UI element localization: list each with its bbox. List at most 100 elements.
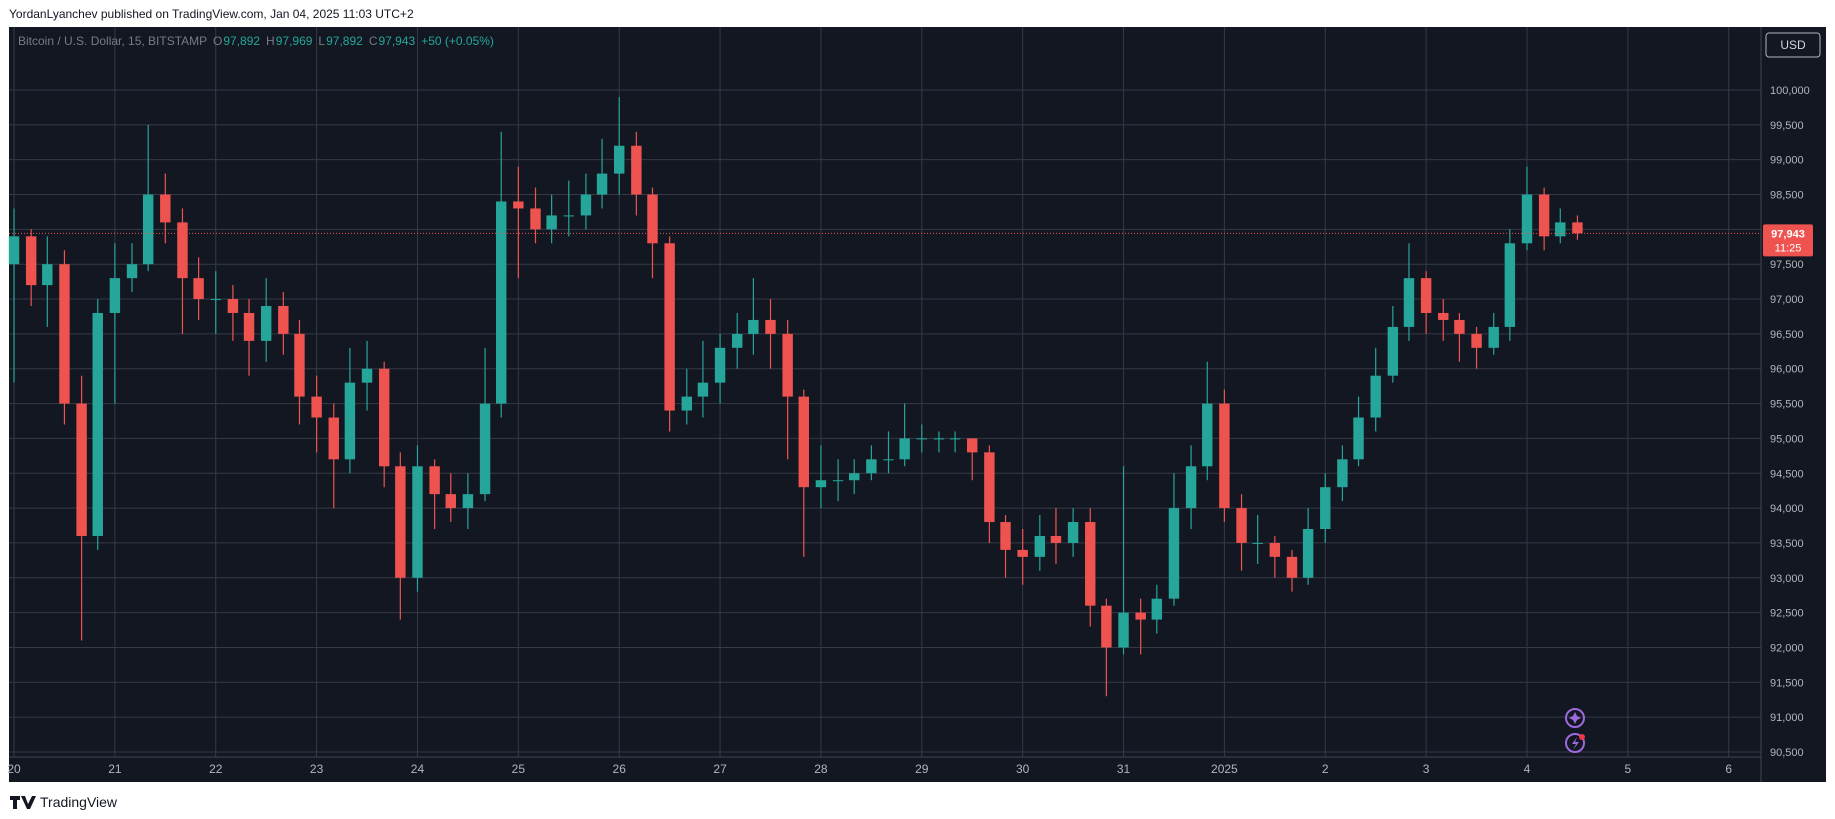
- y-tick-label: 93,000: [1770, 573, 1804, 585]
- candle-body: [294, 333, 305, 397]
- candle-body: [815, 480, 827, 488]
- candle-body: [462, 494, 474, 509]
- candle-body: [1320, 487, 1331, 529]
- candle-body: [59, 264, 70, 404]
- candle-body: [495, 201, 507, 404]
- x-tick-label: 25: [512, 762, 526, 776]
- candle-body: [344, 382, 356, 460]
- candle-body: [378, 368, 390, 467]
- candle-body: [227, 299, 239, 313]
- candle-body: [1135, 612, 1146, 620]
- x-tick-label: 27: [713, 762, 727, 776]
- x-tick-label: 31: [1117, 762, 1131, 776]
- x-tick-label: 2: [1322, 762, 1329, 776]
- candle-body: [1118, 612, 1129, 648]
- icon-dot: [1579, 734, 1585, 740]
- candle-body: [949, 438, 961, 440]
- y-tick-label: 90,500: [1770, 747, 1804, 759]
- candle-body: [429, 466, 440, 495]
- candle-body: [1219, 403, 1230, 509]
- candle-body: [546, 215, 557, 230]
- candle-body: [479, 403, 491, 495]
- y-tick-label: 92,500: [1770, 608, 1804, 620]
- candle-body: [1538, 194, 1550, 237]
- candle-body: [967, 438, 978, 453]
- candle-body: [1202, 403, 1213, 467]
- candle-body: [563, 215, 574, 217]
- candle-body: [613, 145, 625, 174]
- y-tick-label: 94,500: [1770, 468, 1804, 480]
- candle-body: [412, 466, 423, 578]
- candle-body: [798, 396, 810, 488]
- x-tick-label: 3: [1423, 762, 1430, 776]
- candle-body: [748, 319, 759, 334]
- price-change: +50 (+0.05%): [421, 34, 494, 48]
- candle-body: [1572, 222, 1583, 234]
- candle-body: [126, 264, 138, 279]
- y-tick-label: 96,000: [1770, 364, 1804, 376]
- candle-body: [1168, 508, 1180, 599]
- candle-body: [1252, 542, 1263, 544]
- icon[interactable]: [1565, 733, 1585, 753]
- last-price-label: 97,943: [1771, 228, 1805, 240]
- x-tick-label: 28: [814, 762, 828, 776]
- y-tick-label: 91,000: [1770, 712, 1804, 724]
- y-tick-label: 99,500: [1770, 120, 1804, 132]
- y-tick-label: 91,500: [1770, 677, 1804, 689]
- candle-body: [445, 494, 456, 509]
- brand: TradingView: [10, 794, 118, 810]
- candle-body: [765, 319, 776, 334]
- candle-body: [647, 194, 658, 244]
- candle-body: [697, 382, 709, 397]
- y-tick-label: 98,500: [1770, 190, 1804, 202]
- candle-body: [1017, 549, 1028, 557]
- candle-body: [243, 312, 255, 341]
- candle-body: [76, 403, 87, 536]
- x-tick-label: 21: [108, 762, 122, 776]
- chart-panel: [9, 27, 1826, 782]
- brand-logo: [10, 796, 36, 809]
- x-tick-label: 24: [411, 762, 425, 776]
- x-tick-label: 23: [310, 762, 324, 776]
- last-price-tag: [1763, 224, 1813, 257]
- x-tick-label: 29: [915, 762, 929, 776]
- candle-body: [984, 452, 995, 523]
- y-tick-label: 92,000: [1770, 642, 1804, 654]
- ohlc-key: L: [318, 34, 325, 48]
- candle-body: [832, 480, 844, 482]
- candle-body: [278, 306, 289, 334]
- candle-body: [782, 333, 793, 397]
- candle-body: [395, 466, 406, 578]
- candle-body: [1101, 605, 1112, 648]
- candle-body: [1555, 222, 1566, 237]
- icon-bolt: [1572, 737, 1579, 750]
- candle-body: [1236, 508, 1247, 543]
- ohlc-value: 97,969: [276, 34, 313, 48]
- candle-body: [1420, 278, 1432, 313]
- x-tick-label: 30: [1016, 762, 1030, 776]
- candle-body: [1034, 535, 1046, 557]
- candle-body: [1438, 312, 1449, 320]
- currency-button[interactable]: [1765, 32, 1821, 58]
- candle-body: [1050, 535, 1062, 543]
- icon-star: [1569, 712, 1581, 724]
- ohlc-key: C: [369, 34, 378, 48]
- x-tick-label: 26: [613, 762, 627, 776]
- currency-label[interactable]: USD: [1780, 38, 1806, 52]
- candle-body: [142, 194, 154, 265]
- ohlc-key: H: [266, 34, 275, 48]
- ohlc-value: 97,892: [223, 34, 260, 48]
- candle-body: [1471, 333, 1482, 348]
- candle-body: [42, 264, 53, 286]
- y-tick-label: 95,500: [1770, 399, 1804, 411]
- y-tick-label: 95,000: [1770, 433, 1804, 445]
- publish-note: YordanLyanchev published on TradingView.…: [9, 7, 414, 21]
- candle-body: [714, 347, 726, 383]
- candle-body: [92, 312, 103, 536]
- candle-body: [1454, 319, 1465, 334]
- icon[interactable]: [1565, 708, 1585, 728]
- y-tick-label: 94,000: [1770, 503, 1804, 515]
- x-tick-label: 2025: [1211, 762, 1238, 776]
